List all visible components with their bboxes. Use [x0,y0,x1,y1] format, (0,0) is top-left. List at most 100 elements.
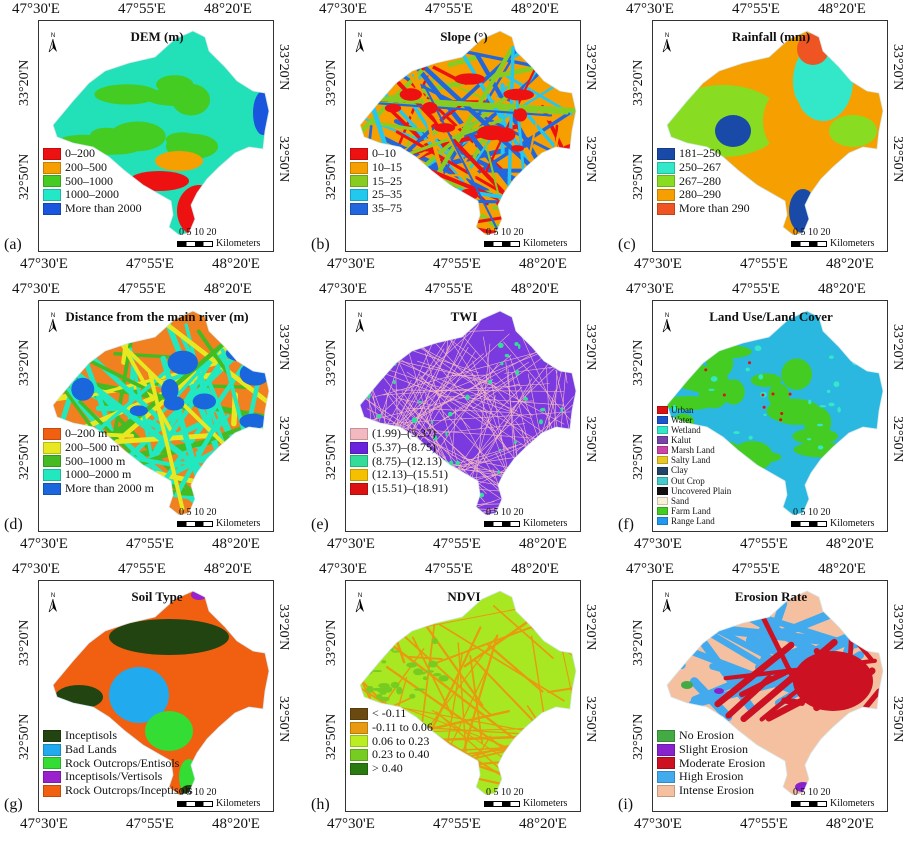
twi-speckle [537,443,542,448]
basin-map [666,590,884,796]
map-panel-g: 47°30'E 47°55'E 48°20'E 47°30'E 47°55'E 48°20… [0,560,307,840]
scale-unit: Kilometers [523,518,568,529]
longitude-label-top: 47°55'E [732,281,780,297]
legend-swatch [350,707,368,720]
map-panel-c: 47°30'E 47°55'E 48°20'E 47°30'E 47°55'E 48°20… [614,0,921,280]
legend-label: Inceptisols [65,728,117,742]
landuse-wetland [733,431,740,435]
scale-ticks: 0 5 10 20 [179,787,217,798]
scale-bar-row: Kilometers [177,518,260,529]
landuse-wetland [864,342,871,348]
latitude-label-left: 32°50'N [324,713,339,760]
scale-bar-graphic [484,520,520,527]
twi-speckle [523,397,528,401]
legend-item: Rock Outcrops/Entisols [43,756,193,771]
dem-zone [94,84,160,105]
landuse-wetland [881,433,883,439]
distance-far [167,350,199,375]
landuse-farm [682,368,729,393]
longitude-label-top: 48°20'E [818,1,866,17]
legend-label: < -0.11 [372,706,407,720]
panel-label: (g) [4,796,23,813]
map-frame: N Erosion Rate No Erosion Slight Erosion Mod… [652,580,888,812]
distance-far [129,405,148,417]
legend-swatch [43,757,61,770]
scale-ticks: 0 5 10 20 [793,507,831,518]
distance-far [161,379,179,401]
legend-label: 15–25 [372,173,402,188]
legend-swatch [350,763,368,776]
longitude-label-top: 47°55'E [425,1,473,17]
legend-label: 200–500 [65,159,107,174]
twi-speckle [461,417,496,480]
legend-item: More than 2000 [43,201,142,216]
landuse-wetland [653,393,658,395]
legend-swatch [657,189,675,202]
longitude-label-bottom: 47°55'E [433,256,481,272]
ndvi-patch [377,687,390,694]
latitude-label-right: 32°50'N [890,696,905,743]
legend-label: 0–200 [65,146,95,160]
latitude-label-left: 33°20'N [631,339,646,386]
panel-label: (i) [618,796,634,813]
map-frame: N Rainfall (mm) 181–250 250–267 267–280 280–2… [652,20,888,252]
twi-speckle [544,434,548,505]
svg-text:N: N [51,313,55,319]
basin-boundary [52,310,270,516]
rain-zone [829,115,877,147]
scale-bar-graphic [791,520,827,527]
basin-boundary [666,310,884,516]
basin-boundary [52,590,270,796]
scale-bar-row: Kilometers [484,238,567,249]
scale-bar: 0 5 10 20 Kilometers [177,227,260,249]
latitude-label-right: 32°50'N [583,696,598,743]
legend-swatch [350,721,368,734]
slope-patch-flat [514,108,528,122]
longitude-label-bottom: 48°20'E [826,256,874,272]
legend-swatch [657,161,675,174]
north-arrow-icon: N [661,591,673,613]
legend-swatch [43,455,61,468]
slope-patch-flat [434,123,456,133]
twi-speckle [388,358,497,384]
longitude-label-bottom: 48°20'E [826,536,874,552]
legend-item: 10–15 [350,160,402,175]
panel-label: (h) [311,796,330,813]
map-title: Erosion Rate [734,589,808,604]
longitude-label-bottom: 47°55'E [433,536,481,552]
legend-label: (8.75)–(12.13) [372,453,442,468]
landuse-wetland [828,402,835,407]
scale-bar-graphic [177,240,213,247]
legend-item: Range Land [657,516,731,526]
ndvi-streak [404,636,492,717]
longitude-label-bottom: 48°20'E [519,536,567,552]
longitude-label-bottom: 47°30'E [327,256,375,272]
legend-item: Urban [657,405,731,415]
latitude-label-right: 32°50'N [583,136,598,183]
legend-label: Farm Land [671,505,711,516]
longitude-label-bottom: 47°55'E [740,536,788,552]
longitude-label-top: 47°55'E [118,281,166,297]
latitude-label-right: 32°50'N [276,136,291,183]
slope-patch-flat [362,71,383,79]
legend-label: Kalut [671,435,691,446]
legend-item: Marsh Land [657,445,731,455]
twi-speckle [411,417,418,424]
landuse-wetland [656,336,661,340]
ndvi-patch [406,662,418,668]
twi-speckle [548,466,555,472]
twi-speckle [424,352,461,471]
latitude-label-left: 32°50'N [324,153,339,200]
legend-swatch [43,729,61,742]
twi-speckle [439,411,445,419]
ndvi-patch [438,675,449,682]
legend-label: Urban [671,405,694,415]
map-legend: No Erosion Slight Erosion Moderate Erosion… [657,728,765,798]
longitude-label-bottom: 47°30'E [634,256,682,272]
landuse-wetland [708,388,715,391]
ndvi-patch [432,672,442,677]
legend-swatch [657,416,668,425]
slope-patch-flat [400,196,430,207]
legend-item: Farm Land [657,506,731,516]
legend-label: Marsh Land [671,445,715,456]
